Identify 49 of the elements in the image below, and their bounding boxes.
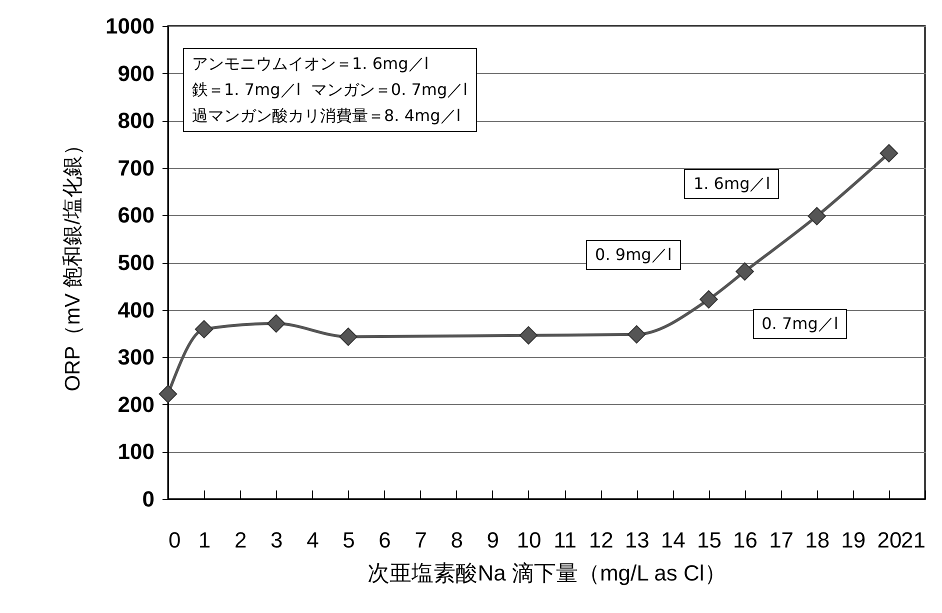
point bbox=[158, 384, 178, 404]
y-tick-label: 900 bbox=[118, 60, 154, 86]
x-tick-label: 4 bbox=[306, 528, 319, 552]
y-tick-label: 1000 bbox=[106, 14, 154, 38]
x-tick-label: 5 bbox=[342, 528, 355, 552]
y-tick-label: 800 bbox=[118, 108, 154, 134]
x-tick-label: 10 bbox=[516, 528, 542, 552]
x-tick-label: 20 bbox=[877, 528, 902, 552]
x-tick-label: 9 bbox=[486, 528, 500, 552]
x-tick-label: 8 bbox=[450, 528, 464, 552]
y-tick-label: 300 bbox=[118, 344, 154, 370]
y-tick-label: 700 bbox=[118, 155, 154, 180]
y-tick-label: 600 bbox=[118, 202, 154, 228]
x-tick-label: 21 bbox=[901, 528, 926, 552]
x-tick-label: 12 bbox=[588, 528, 614, 552]
y-tick-label: 500 bbox=[118, 250, 154, 275]
x-tick-label: 19 bbox=[841, 528, 866, 552]
x-tick-label: 17 bbox=[769, 528, 794, 552]
x-tick-label: 14 bbox=[660, 528, 686, 552]
y-tick-label: 100 bbox=[118, 439, 154, 464]
point bbox=[519, 326, 538, 344]
x-tick-label: 0 bbox=[168, 528, 181, 552]
x-tick-label: 11 bbox=[554, 528, 576, 552]
point bbox=[339, 328, 358, 346]
x-tick-label: 6 bbox=[378, 528, 391, 552]
y-tick-label: 200 bbox=[118, 392, 154, 417]
point bbox=[194, 320, 214, 338]
annotation: 0. 9mg／l bbox=[586, 240, 681, 270]
x-tick-label: 16 bbox=[733, 528, 758, 552]
x-tick-label: 1 bbox=[198, 528, 211, 552]
x-tick-label: 18 bbox=[805, 528, 830, 552]
x-tick-label: 2 bbox=[234, 528, 247, 552]
x-tick-label: 7 bbox=[414, 528, 427, 552]
point bbox=[736, 262, 754, 281]
y-axis-title: ORP（mV 飽和銀/塩化銀） bbox=[62, 134, 85, 392]
x-tick-label: 3 bbox=[270, 528, 283, 552]
x-axis-title: 次亜塩素酸Na 滴下量（mg/L as Cl） bbox=[368, 560, 726, 586]
y-tick-label: 400 bbox=[118, 297, 154, 322]
point bbox=[880, 144, 898, 162]
point bbox=[700, 290, 718, 309]
x-tick-label: 13 bbox=[624, 528, 650, 552]
annotation: 0. 7mg／l bbox=[752, 308, 848, 339]
point bbox=[808, 206, 826, 226]
point bbox=[266, 314, 286, 333]
annotation: 1. 6mg／l bbox=[684, 169, 780, 200]
y-tick-label: 0 bbox=[142, 486, 154, 512]
x-tick-label: 15 bbox=[696, 528, 722, 552]
annotation: アンモニウムイオン＝1. 6mg／l 鉄＝1. 7mg／l マンガン＝0. 7mg／l 過マンガン酸カリ消費量＝8. 4mg／l bbox=[183, 48, 477, 132]
point bbox=[627, 325, 646, 344]
